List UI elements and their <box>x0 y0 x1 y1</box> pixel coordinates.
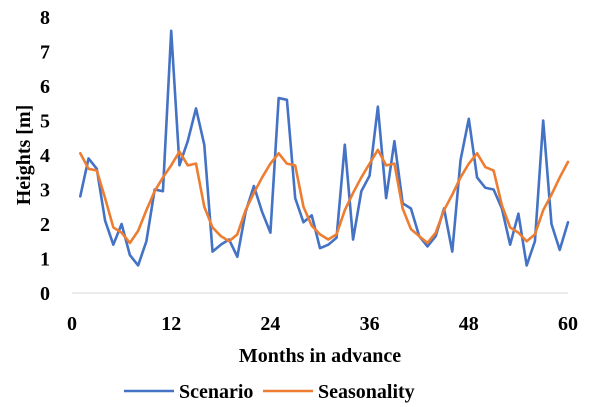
legend: Scenario Seasonality <box>124 381 415 403</box>
x-tick-label: 24 <box>260 313 280 335</box>
y-tick-label: 5 <box>40 111 50 133</box>
y-tick-label: 2 <box>40 214 50 236</box>
series-layer <box>78 29 570 267</box>
legend-item-seasonality: Seasonality <box>263 381 415 403</box>
series-line-scenario <box>78 29 570 267</box>
x-tick-label: 12 <box>161 313 181 335</box>
y-tick-label: 7 <box>40 42 50 64</box>
y-tick-label: 0 <box>40 283 50 305</box>
legend-label: Seasonality <box>318 381 415 403</box>
x-tick-label: 60 <box>558 313 578 335</box>
series-line-seasonality <box>78 148 570 245</box>
y-tick-label: 3 <box>40 180 50 202</box>
x-tick-label: 36 <box>360 313 380 335</box>
x-tick-label: 0 <box>67 313 77 335</box>
y-axis-title: Heights [m] <box>13 105 35 206</box>
x-tick-label: 48 <box>459 313 479 335</box>
legend-label: Scenario <box>179 381 253 403</box>
y-axis-ticks: 0 1 2 3 4 5 6 7 8 <box>40 7 50 305</box>
y-tick-label: 6 <box>40 76 50 98</box>
y-tick-label: 8 <box>40 7 50 29</box>
legend-item-scenario: Scenario <box>124 381 253 403</box>
x-axis-ticks: 0 12 24 36 48 60 <box>67 313 578 335</box>
x-axis-title: Months in advance <box>239 345 401 367</box>
y-tick-label: 1 <box>40 249 50 271</box>
y-tick-label: 4 <box>40 145 50 167</box>
